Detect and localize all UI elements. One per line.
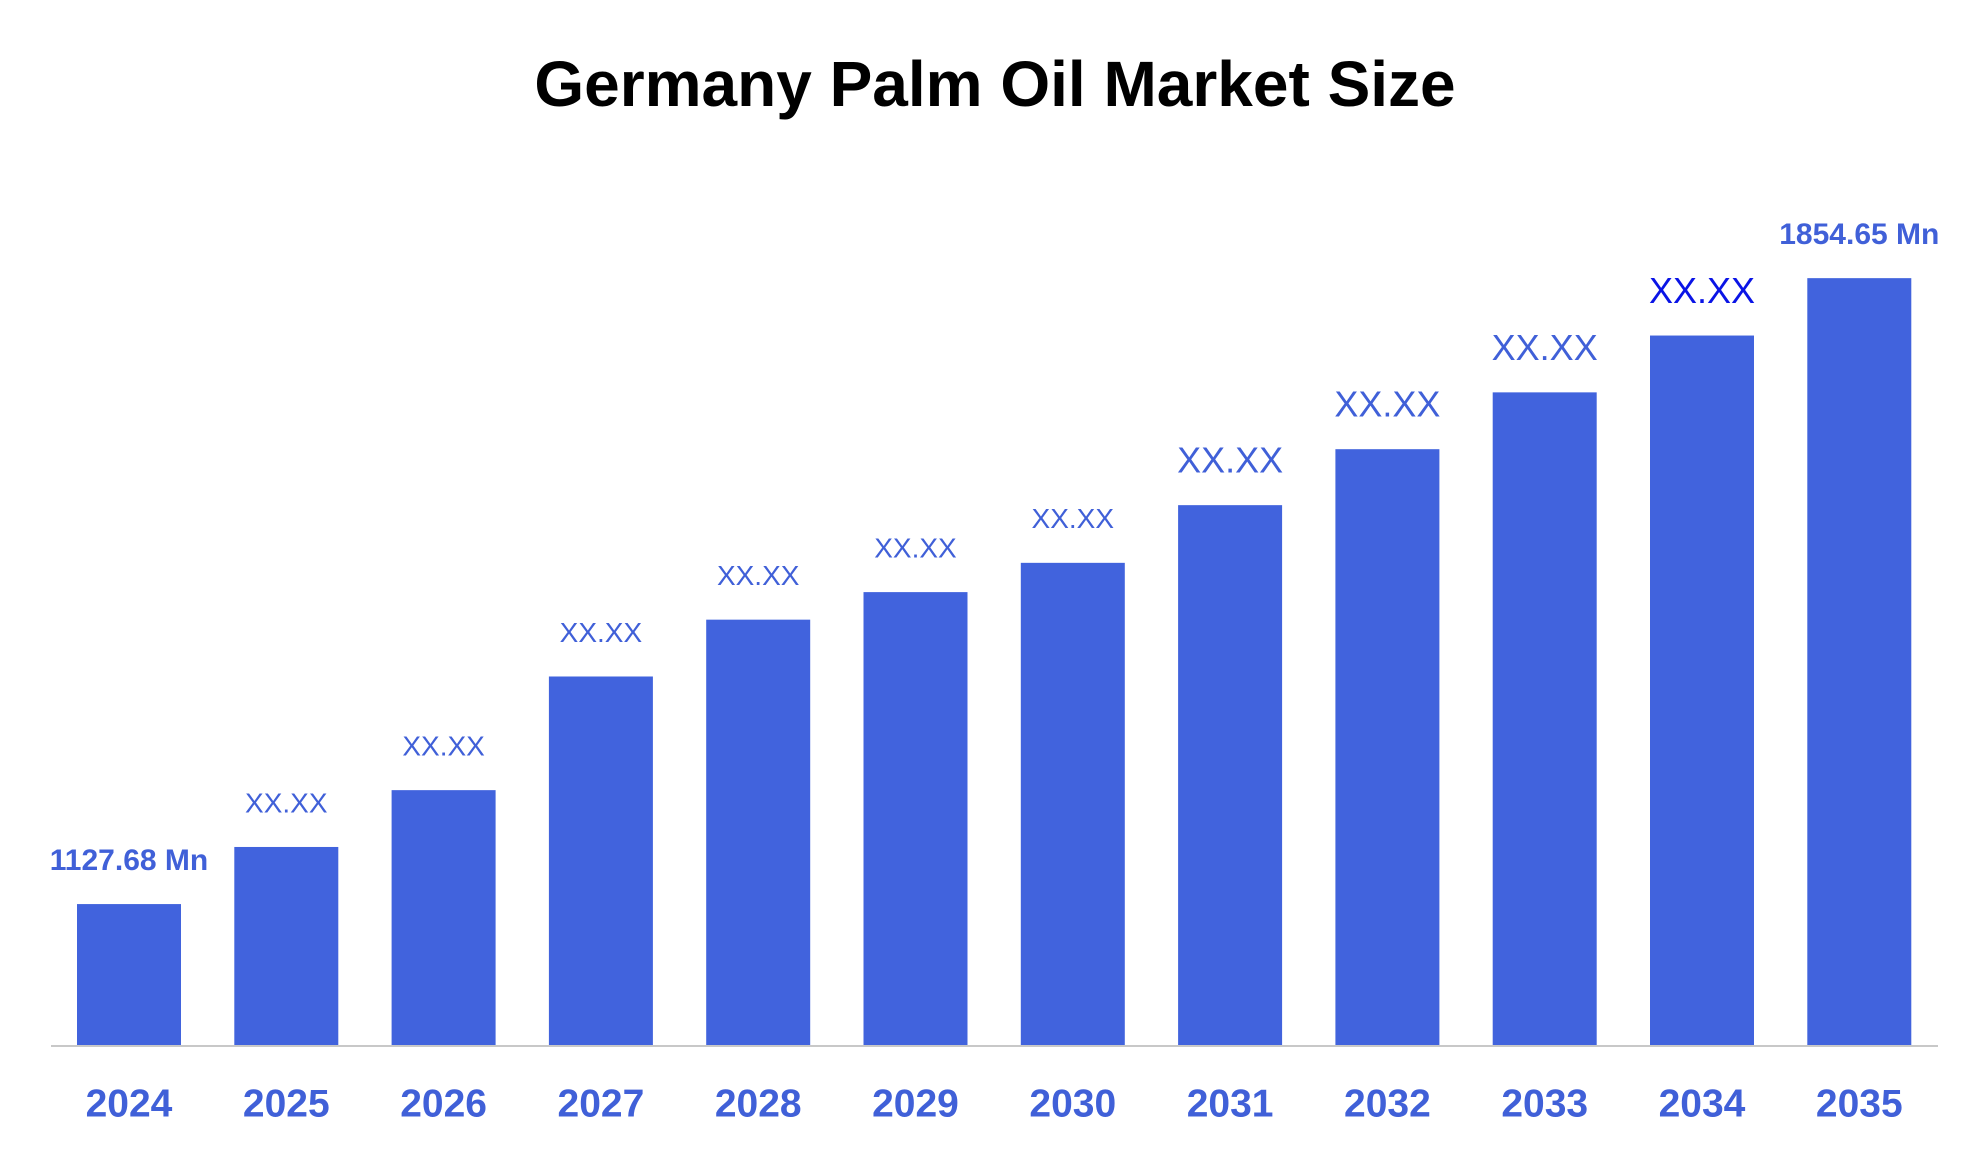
x-tick-label: 2031 bbox=[1187, 1082, 1274, 1125]
bar bbox=[1020, 562, 1125, 1045]
x-tick-label: 2024 bbox=[86, 1082, 173, 1125]
x-tick-label: 2034 bbox=[1659, 1082, 1746, 1125]
value-label: XX.XX bbox=[874, 533, 957, 564]
value-label: XX.XX bbox=[245, 787, 328, 818]
chart-title: Germany Palm Oil Market Size bbox=[534, 48, 1455, 120]
x-tick-label: 2033 bbox=[1501, 1082, 1588, 1125]
bar bbox=[548, 676, 653, 1045]
bar bbox=[234, 846, 339, 1045]
bar bbox=[1335, 449, 1440, 1046]
bar bbox=[1650, 335, 1754, 1045]
bar bbox=[1492, 392, 1597, 1045]
x-tick-label: 2032 bbox=[1344, 1082, 1431, 1125]
value-label: XX.XX bbox=[402, 731, 485, 762]
value-label: XX.XX bbox=[1492, 327, 1598, 368]
value-label: 1854.65 Mn bbox=[1779, 218, 1939, 251]
bar bbox=[706, 619, 811, 1045]
value-label: XX.XX bbox=[560, 617, 643, 648]
x-tick-label: 2025 bbox=[243, 1082, 330, 1125]
x-tick-label: 2026 bbox=[400, 1082, 487, 1125]
bar bbox=[391, 790, 496, 1045]
value-label: 1127.68 Mn bbox=[50, 844, 208, 877]
value-label: XX.XX bbox=[1334, 384, 1440, 425]
value-label: XX.XX bbox=[717, 560, 800, 591]
bar bbox=[77, 904, 181, 1045]
value-label: XX.XX bbox=[1177, 440, 1283, 481]
bar bbox=[863, 592, 968, 1045]
x-tick-label: 2028 bbox=[715, 1082, 802, 1125]
bar bbox=[1807, 278, 1912, 1045]
x-tick-label: 2030 bbox=[1029, 1082, 1116, 1125]
bar bbox=[1178, 505, 1283, 1045]
value-label: XX.XX bbox=[1649, 270, 1755, 311]
x-tick-label: 2029 bbox=[872, 1082, 959, 1125]
x-tick-label: 2035 bbox=[1816, 1082, 1903, 1125]
value-label: XX.XX bbox=[1032, 503, 1115, 534]
x-tick-label: 2027 bbox=[558, 1082, 645, 1125]
